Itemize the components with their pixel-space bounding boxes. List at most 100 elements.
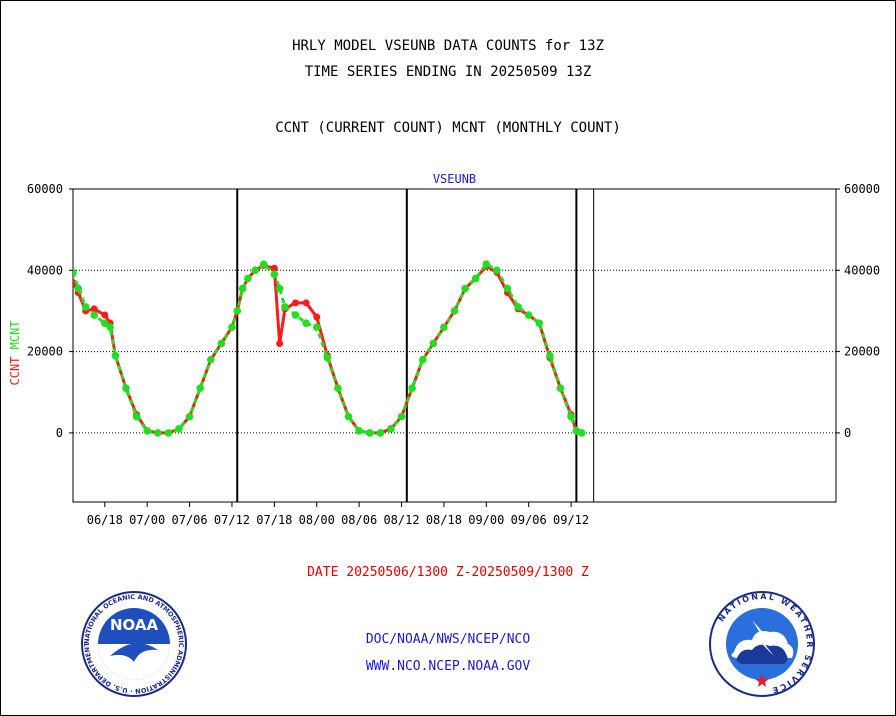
y-axis-label-ccnt: CCNT [8,357,22,386]
website-link[interactable]: WWW.NCO.NCEP.NOAA.GOV [365,659,531,674]
chart-title-line-2: TIME SERIES ENDING IN 20250509 13Z [304,64,592,80]
point-mcnt-7 [122,384,130,392]
point-mcnt-48 [524,311,533,319]
y-axis-label-mcnt: MCNT [8,320,22,356]
point-mcnt-44 [482,260,491,269]
point-mcnt-10 [153,429,162,437]
org-path: DOC/NOAA/NWS/NCEP/NCO [365,632,531,647]
point-mcnt-12 [175,425,183,433]
noaa-logo-text: NOAA [110,616,159,634]
point-mcnt-37 [408,384,416,392]
point-mcnt-22 [259,260,268,269]
point-mcnt-38 [418,355,427,364]
xtick-label-8: 08/18 [426,513,462,527]
xtick-label-2: 07/06 [172,513,208,527]
xtick-label-1: 07/00 [129,513,165,527]
point-mcnt-21 [251,266,260,275]
point-mcnt-4 [100,319,109,327]
point-mcnt-50 [546,351,554,360]
point-mcnt-14 [196,384,204,392]
point-mcnt-28 [312,323,321,332]
point-mcnt-8 [132,412,141,421]
point-mcnt-47 [514,303,522,311]
xtick-label-6: 08/06 [341,513,377,527]
point-mcnt-9 [143,427,151,435]
xtick-label-3: 07/12 [214,513,250,527]
point-mcnt-3 [90,311,98,319]
series-layer [73,260,586,437]
ytick-label-right-20000: 20000 [844,345,880,359]
point-mcnt-27 [302,319,310,327]
grid-layer [73,269,836,434]
point-mcnt-26 [291,311,300,319]
point-mcnt-42 [461,284,469,293]
chart-legend-description: CCNT (CURRENT COUNT) MCNT (MONTHLY COUNT… [275,120,621,136]
point-mcnt-25 [281,303,289,311]
point-mcnt-46 [503,284,512,293]
point-mcnt-23 [270,270,279,279]
point-mcnt-17 [228,323,236,332]
point-mcnt-45 [493,266,501,275]
point-mcnt-31 [344,412,353,421]
point-mcnt-39 [429,339,438,348]
point-ccnt-3 [90,305,98,313]
point-mcnt-16 [217,339,226,348]
point-mcnt-34 [376,429,385,437]
ytick-label-left-0: 0 [56,426,63,440]
plot-title: VSEUNB [433,172,476,186]
point-ccnt-23 [270,264,278,272]
point-mcnt-2 [81,303,90,311]
point-mcnt-54 [577,429,586,437]
point-mcnt-35 [387,425,395,433]
point-mcnt-41 [450,307,459,315]
point-mcnt-33 [365,429,374,437]
point-ccnt-24 [276,339,284,347]
point-ccnt-27 [302,299,310,307]
y-axis-label: CCNT MCNT [8,320,22,385]
point-mcnt-32 [355,427,363,435]
point-mcnt-24 [275,284,284,293]
point-mcnt-49 [535,319,544,327]
point-mcnt-36 [397,412,406,421]
point-mcnt-29 [323,353,332,362]
point-mcnt-11 [164,429,173,437]
point-mcnt-18 [233,307,242,315]
point-ccnt-28 [313,313,321,321]
point-mcnt-43 [471,274,480,283]
ytick-label-left-20000: 20000 [27,345,63,359]
point-mcnt-52 [567,412,575,421]
xtick-label-9: 09/00 [468,513,504,527]
point-mcnt-40 [440,323,448,332]
ytick-label-left-40000: 40000 [27,263,63,277]
labels-layer: 0 0 20000 20000 40000 40000 60000 60000 06/18 07/… [8,172,880,527]
nws-logo: NATIONAL WEATHER SERVICE [709,591,815,697]
axes-layer [69,188,840,507]
ytick-label-right-40000: 40000 [844,263,880,277]
ytick-label-right-60000: 60000 [844,182,880,196]
point-mcnt-51 [556,384,565,392]
point-mcnt-6 [111,351,120,360]
series-mcnt [73,260,586,437]
point-mcnt-13 [185,412,194,421]
xtick-label-4: 07/18 [256,513,292,527]
ytick-label-right-0: 0 [844,426,851,440]
plot-frame [72,188,837,503]
point-mcnt-15 [206,355,215,364]
chart-title-line-1: HRLY MODEL VSEUNB DATA COUNTS for 13Z [292,38,604,54]
point-mcnt-0 [73,268,77,277]
xtick-label-11: 09/12 [553,513,589,527]
xtick-label-5: 08/00 [299,513,335,527]
ytick-label-left-60000: 60000 [27,182,63,196]
point-mcnt-19 [238,284,247,293]
xtick-label-10: 09/06 [511,513,547,527]
xtick-label-7: 08/12 [383,513,419,527]
noaa-logo: NOAA NATIONAL OCEANIC AND ATMOSPHERIC AD… [80,590,187,697]
date-range: DATE 20250506/1300 Z-20250509/1300 Z [307,565,589,580]
point-mcnt-1 [74,284,83,293]
point-ccnt-26 [292,299,300,307]
point-mcnt-5 [106,323,114,332]
point-mcnt-30 [334,384,342,392]
point-mcnt-20 [244,274,252,283]
xtick-label-0: 06/18 [87,513,123,527]
